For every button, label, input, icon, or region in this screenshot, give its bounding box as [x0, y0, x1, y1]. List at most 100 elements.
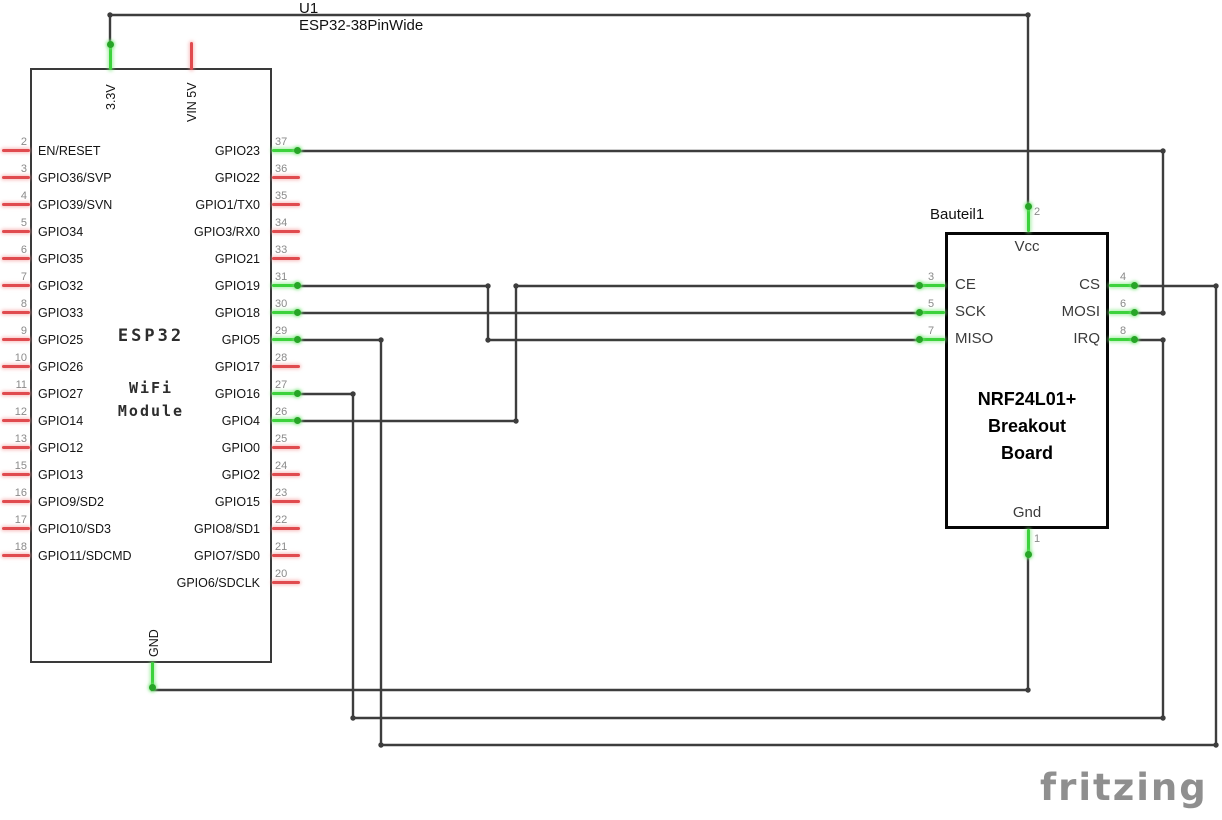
esp32-pin-row: 15 GPIO13 [2, 460, 232, 489]
pin-number: 8 [20, 298, 27, 310]
pin-number: 35 [275, 190, 288, 202]
pin-stub[interactable] [272, 365, 300, 368]
pin-stub[interactable] [272, 417, 301, 424]
pin-stub[interactable] [2, 500, 30, 503]
pin-stub-vin5v[interactable] [190, 42, 193, 70]
pin-label: GPIO0 [221, 441, 260, 455]
pin-label: GPIO5 [221, 333, 260, 347]
nrf-pin-row: 5 SCK [916, 298, 1067, 327]
pin-stub[interactable] [916, 336, 945, 343]
pin-label: GPIO23 [214, 144, 260, 158]
pin-stub[interactable] [2, 554, 30, 557]
pin-stub-gnd-nrf[interactable] [1025, 529, 1032, 558]
pin-stub[interactable] [916, 309, 945, 316]
pin-stub[interactable] [2, 284, 30, 287]
pin-stub[interactable] [272, 336, 301, 343]
pin-number: 4 [1119, 271, 1127, 283]
fritzing-watermark: fritzing [1040, 766, 1208, 809]
esp32-pin-row: 11 GPIO27 [2, 379, 232, 408]
pin-stub[interactable] [2, 338, 30, 341]
pin-number: 34 [275, 217, 288, 229]
pin-stub[interactable] [272, 581, 300, 584]
pin-stub[interactable] [916, 282, 945, 289]
pin-number: 7 [927, 325, 935, 337]
pin-stub[interactable] [272, 390, 301, 397]
pin-stub[interactable] [2, 149, 30, 152]
pin-stub[interactable] [272, 309, 301, 316]
nrf-pin-row: CS 4 [1000, 271, 1138, 300]
pin-label: GPIO36/SVP [38, 171, 112, 185]
esp32-pin-row: GPIO0 25 [32, 433, 300, 462]
nrf-pin-row: IRQ 8 [1000, 325, 1138, 354]
wire-gpio4-ce[interactable] [298, 284, 918, 423]
pin-stub[interactable] [2, 311, 30, 314]
esp32-pin-row: GPIO21 33 [32, 244, 300, 273]
pin-stub[interactable] [272, 282, 301, 289]
pin-stub[interactable] [2, 230, 30, 233]
nrf-part-name: NRF24L01+ Breakout Board [945, 386, 1109, 467]
pin-label: GPIO6/SDCLK [176, 576, 260, 590]
pin-label: GPIO4 [221, 414, 260, 428]
pin-stub-gnd[interactable] [149, 662, 156, 691]
pin-stub[interactable] [1109, 282, 1138, 289]
pin-stub[interactable] [2, 392, 30, 395]
pin-stub[interactable] [272, 500, 300, 503]
pin-number: 18 [14, 541, 27, 553]
pin-number: 1 [1034, 533, 1041, 545]
pin-stub[interactable] [272, 527, 300, 530]
esp32-pin-row: 17 GPIO10/SD3 [2, 514, 232, 543]
pin-stub[interactable] [1109, 336, 1138, 343]
nrf24-component[interactable] [945, 232, 1109, 529]
pin-number: 9 [20, 325, 27, 337]
nrf-name-line: NRF24L01+ [977, 389, 1077, 409]
pin-stub[interactable] [2, 446, 30, 449]
pin-stub[interactable] [272, 203, 300, 206]
pin-stub[interactable] [2, 527, 30, 530]
pin-number: 16 [14, 487, 27, 499]
pin-stub[interactable] [2, 419, 30, 422]
pin-stub[interactable] [272, 446, 300, 449]
pin-number: 11 [15, 379, 27, 391]
wire-3v3-vcc[interactable] [108, 13, 1030, 205]
pin-stub[interactable] [272, 257, 300, 260]
pin-stub[interactable] [272, 230, 300, 233]
pin-label-vcc: Vcc [1014, 238, 1040, 255]
pin-number: 30 [275, 298, 288, 310]
esp32-pin-row: 2 EN/RESET [2, 136, 232, 165]
pin-stub[interactable] [2, 365, 30, 368]
esp32-pin-row: GPIO8/SD1 22 [32, 514, 300, 543]
pin-stub[interactable] [272, 176, 300, 179]
pin-label: GPIO34 [38, 225, 84, 239]
pin-number: 37 [275, 136, 288, 148]
pin-stub[interactable] [2, 473, 30, 476]
pin-stub[interactable] [2, 257, 30, 260]
wire-gpio16-irq[interactable] [298, 338, 1165, 720]
esp32-pin-row: GPIO6/SDCLK 20 [32, 568, 300, 597]
esp32-pin-row: 8 GPIO33 [2, 298, 232, 327]
nrf-name-line: Board [1000, 443, 1053, 463]
pin-stub-vcc[interactable] [1025, 203, 1032, 232]
wire-gpio23-mosi[interactable] [298, 149, 1165, 315]
esp32-part-name: ESP32-38PinWide [299, 17, 424, 34]
pin-label: GPIO14 [38, 414, 84, 428]
pin-stub-3v3[interactable] [107, 41, 114, 70]
esp32-component[interactable] [30, 68, 272, 663]
pin-label: GPIO10/SD3 [38, 522, 111, 536]
esp32-pin-row: GPIO17 28 [32, 352, 300, 381]
pin-stub[interactable] [2, 176, 30, 179]
esp32-pin-row: 18 GPIO11/SDCMD [2, 541, 232, 570]
pin-stub[interactable] [1109, 309, 1138, 316]
pin-label: GPIO27 [38, 387, 84, 401]
pin-label: MISO [955, 330, 994, 347]
pin-stub[interactable] [272, 147, 301, 154]
pin-label-vin5v: VIN 5V [185, 82, 199, 122]
pin-number: 2 [20, 136, 27, 148]
pin-label: GPIO1/TX0 [195, 198, 260, 212]
pin-stub[interactable] [272, 473, 300, 476]
wire-gpio5-cs[interactable] [298, 284, 1218, 747]
pin-stub[interactable] [272, 554, 300, 557]
esp32-pin-row: GPIO22 36 [32, 163, 300, 192]
pin-stub[interactable] [2, 203, 30, 206]
esp32-pin-row: GPIO7/SD0 21 [32, 541, 300, 570]
nrf-pin-row: 3 CE [916, 271, 1067, 300]
